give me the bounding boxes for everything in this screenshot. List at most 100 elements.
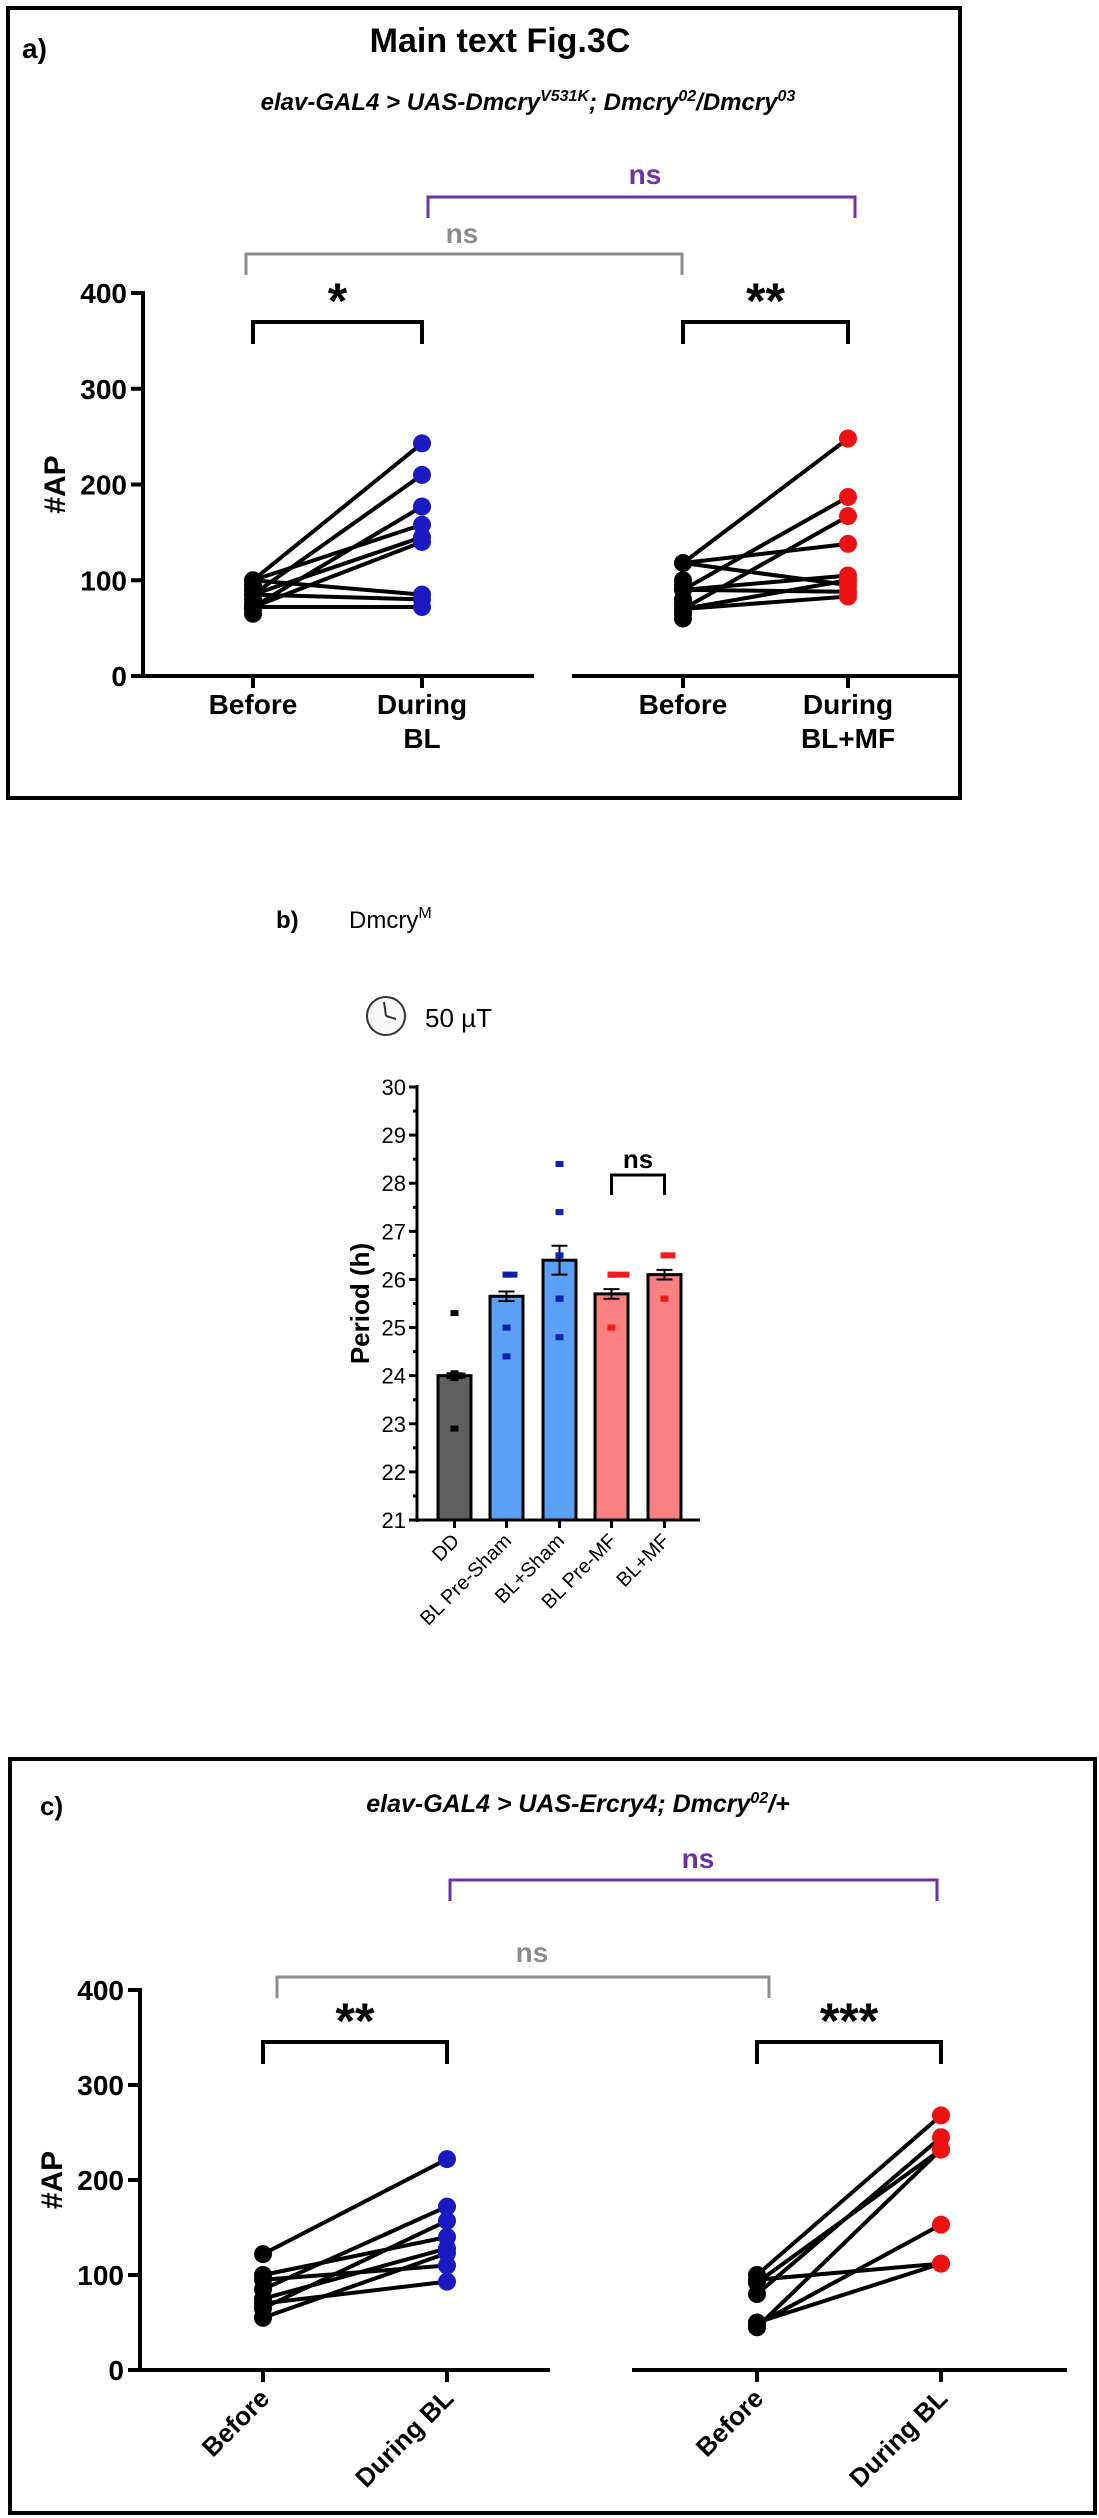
before-point: [748, 2285, 766, 2303]
data-point: [660, 1252, 669, 1259]
panel-a-title: Main text Fig.3C: [370, 22, 631, 60]
x-tick-label: During BL: [843, 2383, 953, 2493]
panel-c-data-points: [254, 2106, 950, 2337]
error-bar: [551, 1244, 568, 1276]
pair-line: [252, 592, 423, 602]
data-point: [502, 1353, 511, 1360]
y-tick-label: 27: [382, 1219, 406, 1244]
data-point: [660, 1295, 669, 1302]
data-point: [555, 1295, 564, 1302]
during-point: [413, 497, 431, 516]
y-tick-label: 28: [382, 1171, 406, 1196]
ns-label: ns: [629, 159, 662, 190]
ns-label: ns: [682, 1843, 715, 1874]
pair-line: [756, 2222, 942, 2327]
pair-line: [251, 473, 424, 597]
before-point: [748, 2318, 766, 2337]
y-tick-label: 22: [382, 1460, 406, 1485]
during-point: [839, 429, 857, 448]
data-point: [555, 1252, 564, 1259]
before-point: [254, 2245, 272, 2264]
during-point: [413, 532, 431, 551]
during-point: [413, 465, 431, 484]
y-tick-label: 400: [80, 278, 127, 309]
y-tick-label: 21: [382, 1508, 406, 1533]
during-point: [438, 2256, 456, 2275]
y-tick-label: 29: [382, 1123, 406, 1148]
data-point: [450, 1310, 459, 1317]
significance-bracket: [261, 2040, 449, 2064]
data-point: [621, 1271, 630, 1278]
y-axis-label: #AP: [36, 2151, 69, 2209]
during-point: [932, 2106, 950, 2125]
panel-c-axes: 0 100 200 300 400 #AP Before During BL ** Before D…: [36, 1975, 1067, 2493]
during-point: [438, 2197, 456, 2216]
y-axis-label: #AP: [39, 455, 72, 513]
before-point: [674, 554, 692, 573]
panel-b-label: b): [276, 907, 299, 934]
pair-line: [262, 2251, 448, 2320]
x-tick-label: BL: [403, 723, 440, 754]
data-point: [555, 1160, 564, 1167]
data-point: [667, 1252, 676, 1259]
x-tick-label: Before: [196, 2383, 275, 2462]
panel-c-label: c): [40, 1791, 63, 1821]
y-tick-label: 100: [77, 2260, 124, 2291]
pair-line: [682, 573, 849, 592]
during-point: [413, 434, 431, 453]
pair-line: [251, 441, 424, 582]
significance-bracket: [610, 1173, 666, 1195]
panel-a-genotype: elav-GAL4 > UAS-DmcryV531K; Dmcry02/Dmcr…: [261, 88, 796, 116]
during-point: [839, 507, 857, 526]
panel-a: a) Main text Fig.3C elav-GAL4 > UAS-Dmcr…: [6, 6, 962, 800]
gray-ns-bracket: ns: [275, 1937, 771, 1998]
y-tick-label: 300: [80, 374, 127, 405]
y-tick-label: 25: [382, 1316, 406, 1341]
significance-bracket: [251, 320, 424, 344]
pair-line: [262, 2263, 448, 2282]
pair-line: [682, 514, 849, 611]
during-point: [438, 2150, 456, 2169]
x-tick-label: Before: [639, 689, 728, 720]
ns-label: ns: [516, 1937, 549, 1968]
pair-line: [682, 578, 849, 611]
during-point: [438, 2211, 456, 2230]
x-tick-label: During: [803, 689, 893, 720]
panel-a-data-points: [244, 429, 857, 628]
y-tick-label: 200: [80, 470, 127, 501]
y-tick-label: 0: [111, 661, 127, 692]
clock-icon: [366, 996, 406, 1036]
pair-line: [252, 535, 423, 597]
bar-dd: [436, 1374, 473, 1522]
significance-bracket: [755, 2040, 943, 2064]
ns-label: ns: [623, 1144, 653, 1174]
during-point: [839, 534, 857, 553]
during-point: [413, 515, 431, 534]
x-tick-label: DD: [428, 1530, 464, 1566]
pair-line: [681, 436, 850, 565]
data-point: [614, 1271, 623, 1278]
y-tick-label: 23: [382, 1412, 406, 1437]
x-tick-label: BL+MF: [801, 723, 895, 754]
data-point: [502, 1324, 511, 1331]
during-point: [932, 2140, 950, 2159]
pair-line: [755, 2148, 943, 2329]
x-tick-label: During: [377, 689, 467, 720]
pair-line: [755, 2113, 943, 2277]
pair-line: [262, 2219, 448, 2311]
panel-a-label: a): [22, 33, 47, 64]
significance-stars: *: [328, 273, 348, 329]
pair-line: [682, 594, 849, 611]
significance-stars: **: [746, 273, 785, 329]
pair-line: [262, 2157, 448, 2256]
before-point: [244, 604, 262, 623]
x-tick-label: During BL: [349, 2383, 459, 2493]
pair-line: [682, 541, 849, 566]
ns-label: ns: [446, 218, 479, 249]
before-point: [674, 609, 692, 628]
data-point: [607, 1324, 616, 1331]
during-point: [932, 2128, 950, 2147]
purple-ns-bracket: ns: [448, 1843, 939, 1901]
during-point: [932, 2215, 950, 2234]
